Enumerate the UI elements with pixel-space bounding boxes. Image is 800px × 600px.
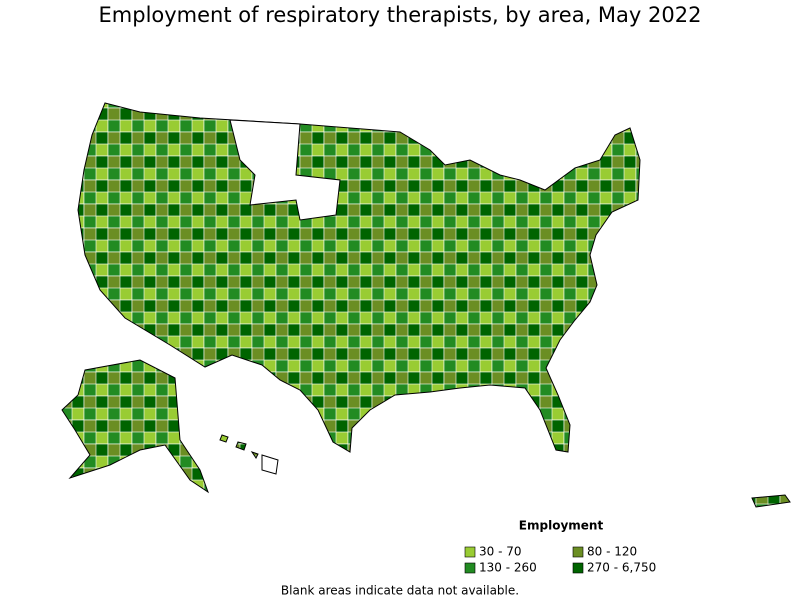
map-title: Employment of respiratory therapists, by… [99, 3, 702, 27]
legend-swatch [464, 562, 476, 574]
no-data-area [229, 119, 341, 221]
continental-us [77, 102, 641, 453]
legend: Employment 30 - 70 80 - 120 130 - 260 270 -… [464, 519, 656, 575]
legend-swatch [572, 546, 584, 558]
legend-swatch [464, 546, 476, 558]
alaska [61, 359, 209, 494]
legend-label: 30 - 70 [479, 545, 522, 559]
hawaii [219, 434, 279, 475]
legend-title: Employment [519, 519, 604, 533]
legend-label: 80 - 120 [587, 545, 637, 559]
footnote: Blank areas indicate data not available. [281, 584, 519, 598]
puerto-rico [751, 494, 791, 508]
legend-label: 270 - 6,750 [587, 561, 656, 575]
map [61, 102, 791, 508]
legend-label: 130 - 260 [479, 561, 537, 575]
legend-swatch [572, 562, 584, 574]
